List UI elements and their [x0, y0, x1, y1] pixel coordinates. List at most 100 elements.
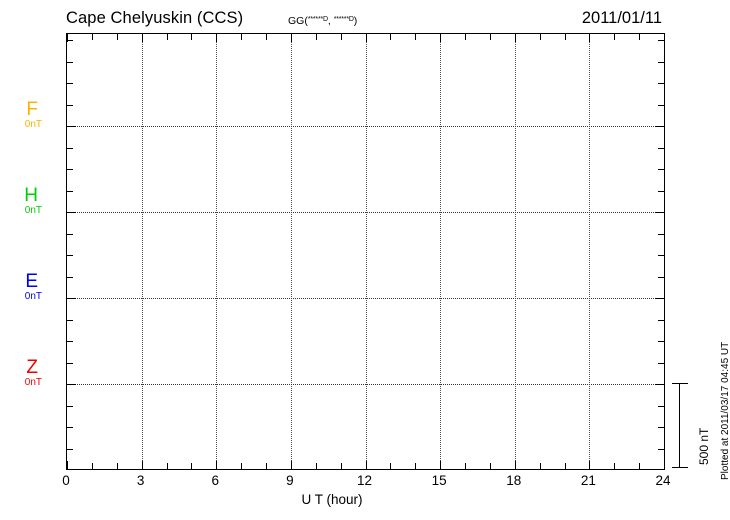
y-axis-tick — [658, 255, 664, 256]
y-axis-tick — [67, 298, 76, 299]
plot-area — [67, 34, 664, 469]
x-axis-tick — [191, 34, 193, 40]
y-axis-tick — [658, 362, 664, 364]
y-axis-tick — [67, 169, 73, 170]
y-axis-tick — [658, 319, 664, 321]
y-axis-tick — [658, 233, 664, 235]
y-axis-tick — [67, 40, 73, 41]
component-zero-level-h: 0nT — [24, 205, 42, 216]
scale-bar-stem — [679, 383, 680, 468]
station-title: Cape Chelyuskin (CCS) — [66, 9, 244, 27]
x-tick-label: 9 — [286, 473, 294, 488]
x-axis-title: U T (hour) — [0, 492, 730, 507]
x-axis-tick — [340, 34, 342, 40]
x-axis-tick — [465, 463, 466, 469]
y-axis-tick — [67, 104, 73, 106]
x-axis-title-text: U T (hour) — [301, 492, 363, 507]
y-axis-tick — [67, 126, 76, 127]
x-axis-tick — [266, 34, 267, 40]
x-axis-tick — [365, 461, 367, 469]
y-axis-tick — [67, 276, 73, 278]
x-tick-label: 24 — [655, 473, 671, 488]
x-axis-tick — [614, 34, 616, 40]
y-axis-tick — [658, 147, 664, 149]
scale-bar — [672, 383, 688, 468]
coord-latitude: ****** — [307, 16, 323, 23]
x-axis-tick — [266, 463, 267, 469]
y-axis-tick — [655, 384, 664, 385]
x-axis-tick — [191, 463, 193, 469]
x-axis-tick — [539, 34, 541, 40]
x-axis-tick — [216, 461, 218, 469]
y-axis-tick — [655, 298, 664, 299]
vertical-gridline — [290, 34, 292, 469]
y-axis-tick — [67, 384, 76, 385]
baseline-gridline-h — [67, 212, 664, 213]
baseline-gridline-z — [67, 384, 664, 385]
x-axis-tick — [639, 34, 641, 40]
x-axis-tick — [564, 463, 566, 469]
y-axis-tick — [67, 319, 73, 321]
x-axis-tick — [664, 34, 665, 42]
y-axis-tick — [67, 233, 73, 235]
plot-frame — [66, 33, 665, 470]
x-axis-tick — [465, 34, 466, 40]
x-axis-tick — [514, 461, 516, 469]
x-tick-label: 15 — [431, 473, 447, 488]
scale-bar-bottom-cap — [672, 467, 688, 468]
x-tick-label: 12 — [356, 473, 373, 488]
y-axis-tick — [655, 126, 664, 127]
x-axis-tick — [415, 463, 417, 469]
y-axis-tick — [67, 147, 73, 149]
component-label-f: F — [26, 99, 38, 120]
y-axis-tick — [658, 190, 664, 192]
y-axis-tick — [67, 190, 73, 192]
coord-close-paren: ) — [353, 15, 358, 27]
y-axis-tick — [67, 341, 73, 342]
component-zero-level-e: 0nT — [24, 291, 42, 302]
x-axis-tick — [589, 34, 591, 42]
coord-separator: , — [327, 15, 334, 27]
y-axis-tick — [67, 448, 73, 450]
x-axis-tick — [141, 34, 143, 42]
scale-bar-top-cap — [672, 383, 688, 384]
y-axis-tick — [655, 212, 664, 213]
x-axis-tick — [91, 34, 93, 40]
x-axis-tick — [166, 463, 168, 469]
y-axis-tick — [658, 448, 664, 450]
y-axis-tick — [67, 405, 73, 407]
plotted-at-text: Plotted at 2011/03/17 04:45 UT — [720, 341, 730, 480]
y-axis-tick — [67, 212, 76, 213]
x-axis-tick — [216, 34, 218, 42]
x-axis-tick — [116, 463, 118, 469]
x-axis-tick — [241, 34, 243, 40]
y-axis-tick — [658, 83, 664, 84]
coord-system-label: GG — [288, 15, 305, 27]
x-tick-label: 21 — [580, 473, 596, 488]
x-axis-tick — [67, 461, 68, 469]
x-axis-tick — [141, 461, 143, 469]
coord-longitude-unit: D — [348, 16, 354, 23]
plotted-at-stamp: Plotted at 2011/03/17 04:45 UT — [706, 336, 730, 482]
vertical-gridline — [216, 34, 218, 469]
y-axis-tick — [67, 61, 73, 63]
x-axis-tick — [91, 463, 93, 469]
vertical-gridline — [141, 34, 143, 469]
x-axis-tick — [614, 463, 616, 469]
x-axis-tick — [489, 463, 491, 469]
x-axis-tick — [315, 463, 317, 469]
x-axis-tick — [440, 461, 442, 469]
y-axis-tick — [658, 169, 664, 170]
x-axis-tick — [67, 34, 68, 42]
x-axis-tick — [489, 34, 491, 40]
component-label-e: E — [25, 271, 38, 292]
component-label-z: Z — [26, 357, 38, 378]
baseline-gridline-f — [67, 126, 664, 127]
y-axis-tick — [658, 341, 664, 342]
x-axis-tick — [290, 34, 292, 42]
x-axis-tick — [365, 34, 367, 42]
x-axis-tick — [564, 34, 566, 40]
y-axis-tick — [658, 40, 664, 41]
x-axis-tick — [664, 461, 665, 469]
